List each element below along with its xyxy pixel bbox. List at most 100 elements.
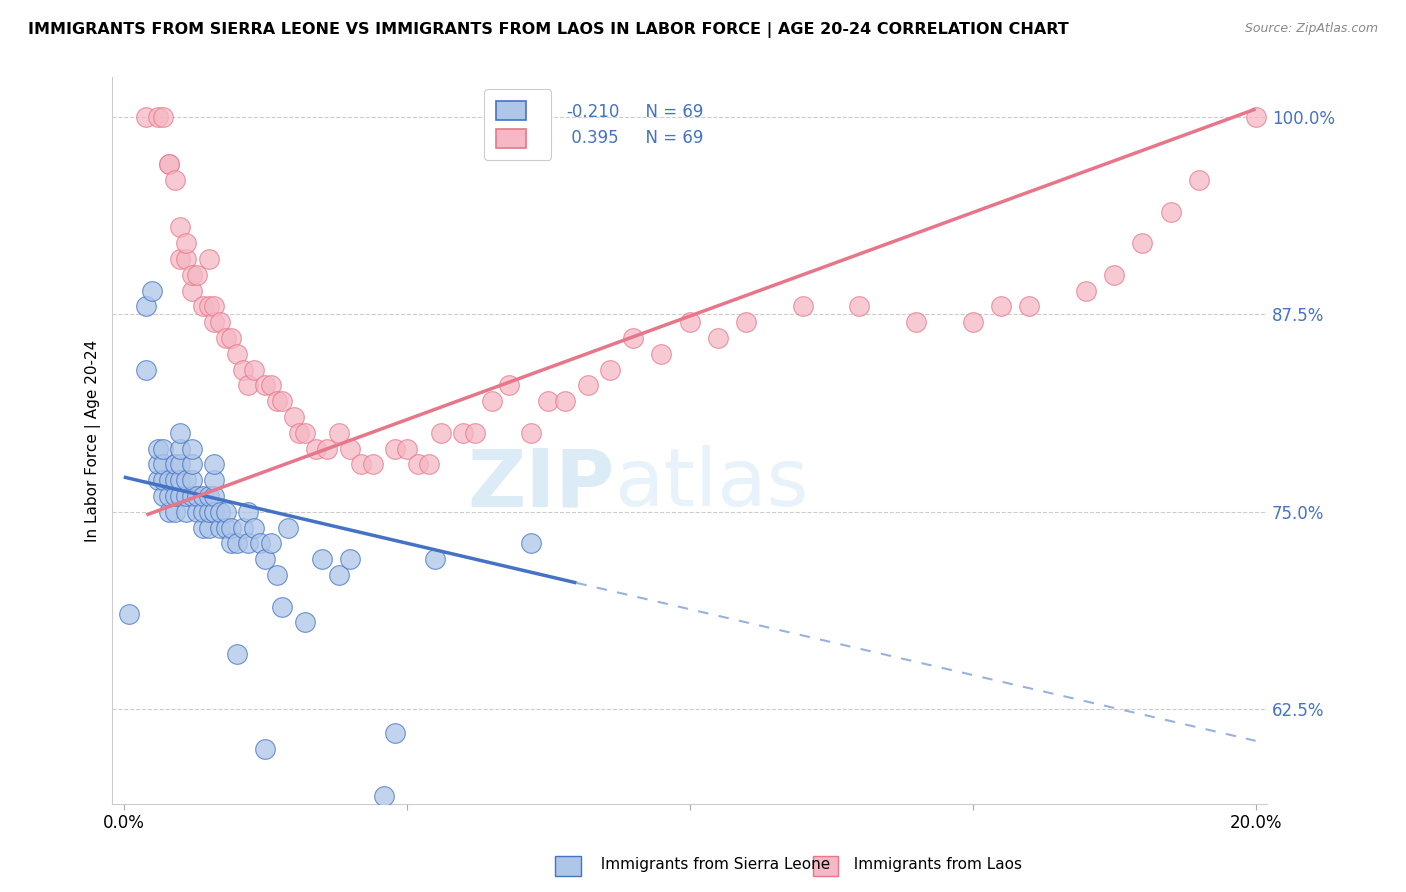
- Point: [208, 505, 231, 519]
- Point: [316, 442, 339, 456]
- Point: [384, 726, 406, 740]
- Point: [186, 505, 208, 519]
- Point: [464, 425, 486, 440]
- Point: [373, 789, 395, 803]
- Point: [1132, 236, 1154, 251]
- Text: -0.210: -0.210: [567, 103, 620, 121]
- Point: [238, 505, 260, 519]
- Point: [163, 489, 186, 503]
- Text: N = 69: N = 69: [636, 129, 704, 147]
- Point: [328, 568, 350, 582]
- Point: [260, 378, 283, 392]
- Point: [423, 552, 446, 566]
- Point: [146, 458, 169, 472]
- Point: [481, 394, 503, 409]
- Point: [180, 442, 202, 456]
- Point: [395, 442, 418, 456]
- Point: [650, 347, 672, 361]
- Point: [180, 473, 202, 487]
- Point: [226, 647, 249, 661]
- Point: [146, 110, 169, 124]
- Point: [208, 315, 231, 329]
- Point: [197, 505, 219, 519]
- Text: Immigrants from Laos: Immigrants from Laos: [844, 857, 1022, 872]
- Point: [226, 536, 249, 550]
- Point: [621, 331, 644, 345]
- Point: [174, 473, 197, 487]
- Point: [277, 520, 299, 534]
- Point: [219, 331, 242, 345]
- Point: [169, 489, 191, 503]
- Point: [339, 552, 361, 566]
- Text: Immigrants from Sierra Leone: Immigrants from Sierra Leone: [591, 857, 830, 872]
- Point: [294, 615, 316, 630]
- Point: [283, 410, 305, 425]
- Point: [254, 378, 277, 392]
- Point: [135, 300, 157, 314]
- Point: [1160, 204, 1182, 219]
- Point: [554, 394, 576, 409]
- Point: [599, 362, 621, 376]
- Point: [271, 599, 294, 614]
- Point: [197, 520, 219, 534]
- Point: [169, 252, 191, 266]
- Text: atlas: atlas: [614, 445, 808, 524]
- Point: [152, 110, 174, 124]
- Point: [339, 442, 361, 456]
- Point: [990, 300, 1012, 314]
- Point: [249, 536, 271, 550]
- Point: [174, 505, 197, 519]
- Point: [311, 552, 333, 566]
- Point: [238, 378, 260, 392]
- Point: [191, 300, 214, 314]
- Point: [163, 505, 186, 519]
- Text: Source: ZipAtlas.com: Source: ZipAtlas.com: [1244, 22, 1378, 36]
- Point: [169, 458, 191, 472]
- Text: IMMIGRANTS FROM SIERRA LEONE VS IMMIGRANTS FROM LAOS IN LABOR FORCE | AGE 20-24 : IMMIGRANTS FROM SIERRA LEONE VS IMMIGRAN…: [28, 22, 1069, 38]
- Point: [180, 284, 202, 298]
- Point: [202, 505, 225, 519]
- Point: [429, 425, 451, 440]
- Point: [191, 520, 214, 534]
- Point: [707, 331, 730, 345]
- Point: [232, 520, 254, 534]
- Point: [254, 741, 277, 756]
- Point: [180, 458, 202, 472]
- Point: [848, 300, 870, 314]
- Point: [735, 315, 758, 329]
- Point: [202, 489, 225, 503]
- Point: [186, 268, 208, 282]
- Point: [202, 315, 225, 329]
- Point: [157, 157, 180, 171]
- Point: [202, 473, 225, 487]
- Point: [141, 284, 163, 298]
- Point: [418, 458, 440, 472]
- Point: [214, 331, 236, 345]
- Point: [174, 236, 197, 251]
- Point: [271, 394, 294, 409]
- Point: [152, 442, 174, 456]
- Point: [260, 536, 283, 550]
- Point: [406, 458, 429, 472]
- Point: [266, 568, 288, 582]
- Point: [1074, 284, 1097, 298]
- Point: [1188, 173, 1211, 187]
- Point: [202, 458, 225, 472]
- Point: [146, 442, 169, 456]
- Text: 0.395: 0.395: [567, 129, 619, 147]
- Point: [537, 394, 560, 409]
- Point: [576, 378, 599, 392]
- Point: [174, 489, 197, 503]
- Point: [232, 362, 254, 376]
- Point: [214, 520, 236, 534]
- Point: [1244, 110, 1267, 124]
- Point: [520, 425, 543, 440]
- Point: [214, 505, 236, 519]
- Point: [174, 252, 197, 266]
- Point: [197, 300, 219, 314]
- Point: [157, 489, 180, 503]
- Point: [962, 315, 984, 329]
- Point: [384, 442, 406, 456]
- Point: [169, 442, 191, 456]
- Point: [135, 110, 157, 124]
